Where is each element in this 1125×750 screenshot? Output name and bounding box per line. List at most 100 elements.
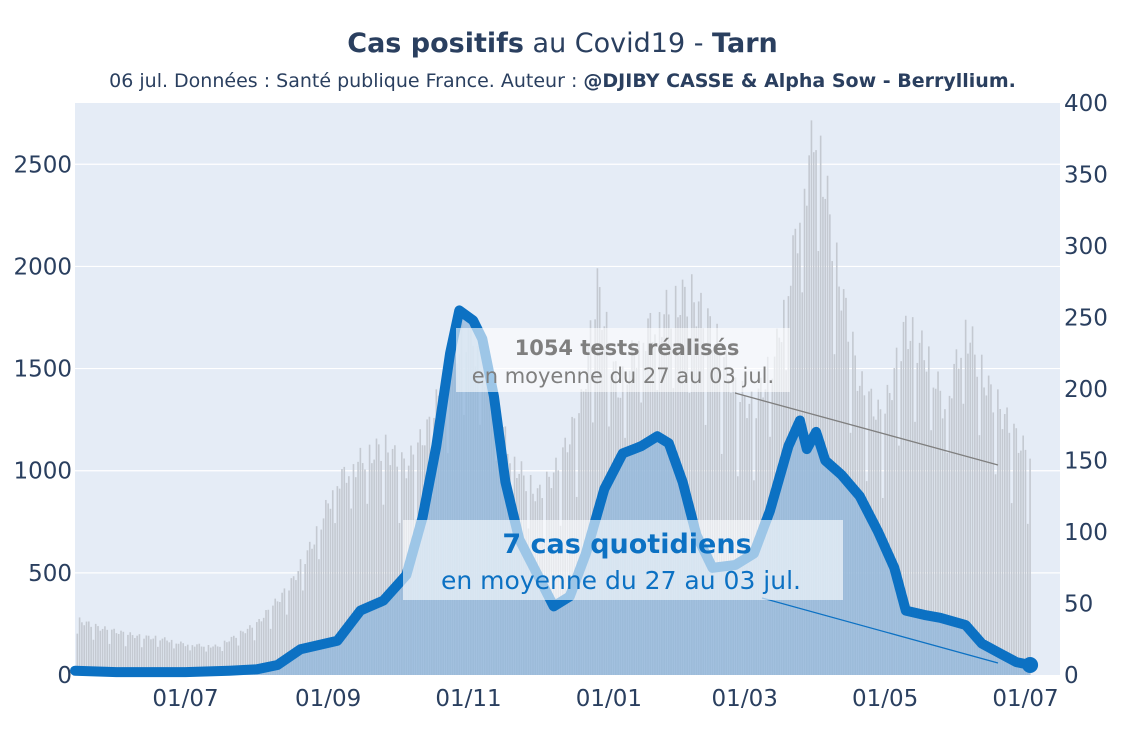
tests-bar: [120, 630, 122, 675]
tests-bar: [336, 486, 339, 675]
tests-bar: [244, 633, 247, 675]
tests-bar: [147, 635, 150, 675]
tests-bar: [184, 646, 187, 675]
tests-bar: [377, 444, 380, 675]
tests-bar: [1003, 414, 1006, 675]
tests-bar: [258, 619, 260, 675]
tests-bar: [888, 393, 891, 675]
tests-bar: [589, 320, 592, 675]
tests-bar: [106, 629, 109, 675]
x-tick-label: 01/01: [576, 686, 642, 712]
left-tick-label: 1000: [13, 459, 72, 485]
tests-bar: [290, 578, 293, 675]
tests-bar: [808, 155, 810, 676]
tests-bar: [228, 641, 230, 675]
tests-bar: [311, 548, 313, 675]
tests-bar: [375, 438, 378, 675]
cases-line: [70, 305, 1036, 678]
tests-bar: [341, 468, 343, 675]
tests-bar: [939, 390, 942, 675]
tests-bar: [587, 346, 590, 675]
tests-bar: [951, 398, 953, 675]
tests-bar: [138, 634, 141, 675]
tests-bar: [108, 643, 111, 675]
right-tick-label: 150: [1064, 449, 1108, 475]
tests-bar: [697, 301, 700, 675]
tests-bar: [159, 640, 161, 675]
tests-bar: [331, 490, 334, 675]
tests-annotation-box: [456, 328, 790, 392]
tests-bar: [400, 452, 403, 675]
tests-bar: [932, 387, 935, 675]
tests-bar: [223, 640, 226, 675]
tests-bar: [127, 634, 129, 675]
x-tick-label: 01/09: [295, 686, 361, 712]
tests-bar: [239, 630, 242, 675]
tests-bar: [198, 643, 201, 675]
tests-bar: [387, 452, 389, 675]
tests-bar: [281, 592, 283, 675]
tests-bar: [707, 308, 709, 675]
tests-bar: [157, 646, 159, 675]
tests-bar: [987, 375, 990, 675]
tests-bar: [957, 368, 960, 675]
tests-bar: [396, 466, 399, 675]
tests-bar: [104, 626, 106, 675]
tests-bar: [83, 625, 86, 675]
tests-bar: [700, 292, 702, 675]
tests-bar: [329, 508, 332, 675]
tests-bar: [81, 622, 83, 675]
tests-bar: [124, 646, 127, 675]
tests-bar: [1022, 435, 1024, 675]
tests-bar: [964, 319, 967, 675]
tests-bar: [702, 328, 705, 675]
tests-bar: [1029, 458, 1031, 675]
tests-bar: [269, 628, 272, 675]
right-tick-label: 350: [1064, 163, 1108, 189]
tests-bar: [274, 598, 277, 675]
tests-bar: [902, 321, 905, 675]
x-tick-label: 01/05: [852, 686, 918, 712]
tests-bar: [78, 617, 81, 675]
tests-bar: [173, 648, 175, 675]
tests-bar: [909, 340, 912, 675]
tests-bar: [166, 640, 168, 675]
tests-bar: [136, 635, 138, 675]
tests-bar: [978, 435, 981, 675]
tests-bar: [76, 633, 79, 675]
tests-bar: [113, 628, 115, 675]
tests-bar: [364, 469, 366, 675]
tests-bar: [934, 388, 937, 675]
tests-bar: [389, 465, 392, 675]
tests-bar: [907, 349, 909, 675]
tests-bar: [150, 639, 152, 675]
tests-bar: [304, 564, 306, 675]
tests-bar: [361, 463, 364, 675]
left-tick-label: 2500: [13, 152, 72, 178]
tests-bar: [101, 628, 104, 675]
tests-bar: [359, 447, 362, 675]
tests-bar: [345, 482, 348, 675]
tests-bar: [928, 346, 930, 675]
tests-bar: [1017, 452, 1020, 675]
tests-bar: [145, 635, 148, 675]
tests-bar: [205, 651, 207, 675]
tests-bar: [596, 268, 599, 675]
tests-bar: [295, 580, 297, 675]
tests-bar: [313, 544, 316, 675]
x-tick-label: 01/07: [152, 686, 218, 712]
tests-bar: [253, 640, 256, 675]
tests-bar: [1010, 503, 1013, 675]
tests-bar: [695, 326, 698, 675]
tests-bar: [214, 644, 217, 675]
tests-bar: [327, 503, 329, 675]
tests-bar: [893, 368, 896, 675]
tests-bar: [267, 609, 270, 675]
tests-bar: [380, 460, 382, 675]
tests-bar: [354, 477, 357, 675]
x-tick-label: 01/07: [992, 686, 1058, 712]
tests-bar: [168, 642, 171, 675]
tests-bar: [960, 357, 962, 675]
left-tick-label: 2000: [13, 254, 72, 280]
